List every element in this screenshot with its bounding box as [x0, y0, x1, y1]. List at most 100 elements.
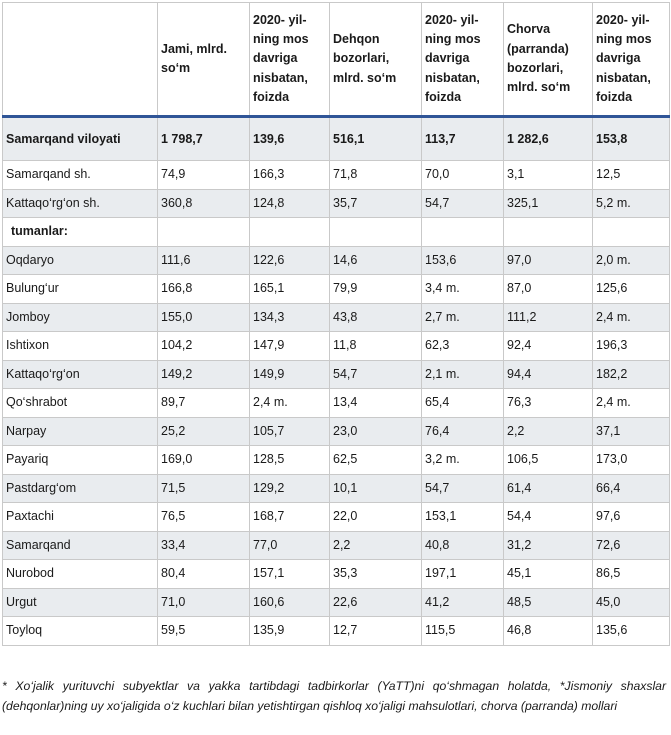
table-cell: 54,7 — [421, 473, 504, 503]
table-row: Ishtixon 104,2 147,9 11,8 62,3 92,4 196,3 — [2, 331, 670, 361]
table-cell: 11,8 — [329, 331, 422, 361]
table-cell: 97,6 — [592, 502, 670, 532]
table-cell: 37,1 — [592, 416, 670, 446]
table-cell: 2,4 m. — [592, 388, 670, 418]
table-cell: 74,9 — [157, 160, 250, 190]
table-cell: 124,8 — [249, 188, 330, 218]
table-cell: 45,1 — [503, 559, 593, 589]
table-cell: 135,6 — [592, 616, 670, 646]
table-cell: 153,1 — [421, 502, 504, 532]
table-cell: 87,0 — [503, 274, 593, 304]
table-cell: 76,4 — [421, 416, 504, 446]
table-cell: 197,1 — [421, 559, 504, 589]
row-label: Pastdarg‘om — [2, 473, 158, 503]
table-cell: 54,4 — [503, 502, 593, 532]
row-label: Urgut — [2, 587, 158, 617]
table-cell: 48,5 — [503, 587, 593, 617]
table-cell: 92,4 — [503, 331, 593, 361]
table-cell: 134,3 — [249, 302, 330, 332]
table-cell — [421, 217, 504, 247]
table-cell: 65,4 — [421, 388, 504, 418]
table-cell: 40,8 — [421, 530, 504, 560]
table-cell: 59,5 — [157, 616, 250, 646]
table-cell: 122,6 — [249, 245, 330, 275]
row-label: Samarqand viloyati — [2, 116, 158, 161]
table-cell: 128,5 — [249, 445, 330, 475]
table-row: Oqdaryo 111,6 122,6 14,6 153,6 97,0 2,0 m. — [2, 245, 670, 275]
table-cell: 129,2 — [249, 473, 330, 503]
table-cell: 1 798,7 — [157, 116, 250, 161]
table-row: Bulung‘ur 166,8 165,1 79,9 3,4 m. 87,0 125,6 — [2, 274, 670, 304]
table-cell: 2,2 — [503, 416, 593, 446]
table-cell: 22,6 — [329, 587, 422, 617]
table-cell: 166,3 — [249, 160, 330, 190]
table-cell: 166,8 — [157, 274, 250, 304]
table-cell: 66,4 — [592, 473, 670, 503]
table-cell — [157, 217, 250, 247]
row-label: Bulung‘ur — [2, 274, 158, 304]
table-cell: 5,2 m. — [592, 188, 670, 218]
table-row: Qo‘shrabot 89,7 2,4 m. 13,4 65,4 76,3 2,4 m. — [2, 388, 670, 418]
row-label: Narpay — [2, 416, 158, 446]
table-row: tumanlar: — [2, 217, 670, 247]
table-cell: 71,8 — [329, 160, 422, 190]
market-turnover-table: Jami, mlrd. so‘m 2020- yil-ning mos davr… — [2, 2, 670, 646]
table-row: Payariq 169,0 128,5 62,5 3,2 m. 106,5 173,0 — [2, 445, 670, 475]
table-cell: 71,5 — [157, 473, 250, 503]
table-cell: 31,2 — [503, 530, 593, 560]
row-label: Jomboy — [2, 302, 158, 332]
table-cell: 46,8 — [503, 616, 593, 646]
table-cell — [592, 217, 670, 247]
table-cell: 153,8 — [592, 116, 670, 161]
table-cell: 173,0 — [592, 445, 670, 475]
table-cell: 153,6 — [421, 245, 504, 275]
table-cell: 360,8 — [157, 188, 250, 218]
table-row: Samarqand 33,4 77,0 2,2 40,8 31,2 72,6 — [2, 530, 670, 560]
row-label: Samarqand — [2, 530, 158, 560]
table-cell — [249, 217, 330, 247]
table-cell: 76,5 — [157, 502, 250, 532]
header-row: Jami, mlrd. so‘m 2020- yil-ning mos davr… — [2, 2, 670, 118]
table-cell: 135,9 — [249, 616, 330, 646]
table-cell: 41,2 — [421, 587, 504, 617]
table-cell: 70,0 — [421, 160, 504, 190]
table-cell: 111,6 — [157, 245, 250, 275]
table-cell: 45,0 — [592, 587, 670, 617]
table-cell: 106,5 — [503, 445, 593, 475]
table-cell: 33,4 — [157, 530, 250, 560]
table-cell: 160,6 — [249, 587, 330, 617]
table-row: Pastdarg‘om 71,5 129,2 10,1 54,7 61,4 66,4 — [2, 473, 670, 503]
header-farmers-markets: Dehqon bozorlari, mlrd. so‘m — [329, 2, 422, 118]
table-cell: 80,4 — [157, 559, 250, 589]
row-label: Toyloq — [2, 616, 158, 646]
table-cell: 125,6 — [592, 274, 670, 304]
row-label: Paxtachi — [2, 502, 158, 532]
table-row: Paxtachi 76,5 168,7 22,0 153,1 54,4 97,6 — [2, 502, 670, 532]
table-cell: 1 282,6 — [503, 116, 593, 161]
table-cell — [329, 217, 422, 247]
table-cell: 61,4 — [503, 473, 593, 503]
table-row: Urgut 71,0 160,6 22,6 41,2 48,5 45,0 — [2, 587, 670, 617]
table-cell — [503, 217, 593, 247]
table-cell: 2,2 — [329, 530, 422, 560]
footnote: * Xo‘jalik yurituvchi subyektlar va yakk… — [2, 679, 666, 713]
table-cell: 86,5 — [592, 559, 670, 589]
header-total-percent: 2020- yil-ning mos davriga nisbatan, foi… — [249, 2, 330, 118]
table-cell: 196,3 — [592, 331, 670, 361]
table-cell: 149,9 — [249, 359, 330, 389]
table-row: Nurobod 80,4 157,1 35,3 197,1 45,1 86,5 — [2, 559, 670, 589]
table-cell: 35,3 — [329, 559, 422, 589]
table-cell: 54,7 — [329, 359, 422, 389]
table-row: Toyloq 59,5 135,9 12,7 115,5 46,8 135,6 — [2, 616, 670, 646]
table-cell: 13,4 — [329, 388, 422, 418]
table-cell: 111,2 — [503, 302, 593, 332]
header-livestock-percent: 2020- yil-ning mos davriga nisbatan, foi… — [592, 2, 670, 118]
table-cell: 12,5 — [592, 160, 670, 190]
table-cell: 77,0 — [249, 530, 330, 560]
row-label: Nurobod — [2, 559, 158, 589]
table-cell: 43,8 — [329, 302, 422, 332]
table-cell: 25,2 — [157, 416, 250, 446]
table-cell: 22,0 — [329, 502, 422, 532]
table-cell: 97,0 — [503, 245, 593, 275]
row-label: Payariq — [2, 445, 158, 475]
